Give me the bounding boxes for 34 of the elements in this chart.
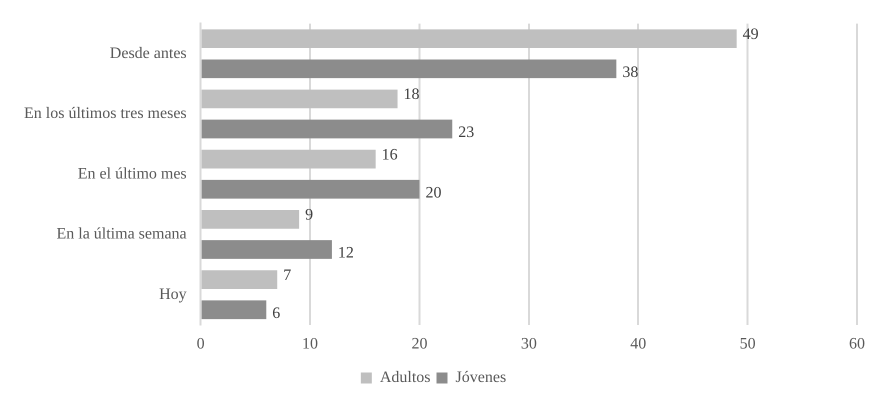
bar [202,210,300,229]
bar [202,90,398,108]
bar [202,150,376,168]
y-tick-label: En el último mes [78,165,187,182]
y-tick-label: En la última semana [56,226,187,243]
x-tick-label: 0 [196,336,205,353]
y-tick-label: En los últimos tres meses [24,105,187,122]
x-tick-label: 10 [302,336,318,353]
x-tick-label: 30 [520,336,537,353]
y-tick-label: Desde antes [110,44,187,62]
data-label: 9 [305,206,314,224]
legend-label: Jóvenes [456,369,506,386]
bar [202,180,420,199]
bar [202,270,278,289]
x-tick-label: 50 [740,336,756,353]
bar [202,240,332,259]
bar [202,29,737,48]
data-label: 6 [272,304,280,322]
bar [202,300,266,320]
x-tick-label: 60 [849,336,865,353]
x-tick-label: 40 [630,336,646,353]
data-label: 12 [338,244,354,262]
x-tick-label: 20 [411,336,428,353]
y-tick-label: Hoy [159,286,187,303]
data-label: 7 [283,266,292,284]
data-label: 49 [742,26,759,43]
data-label: 16 [382,146,398,164]
legend-label: Adultos [380,369,431,386]
data-label: 38 [622,64,638,81]
data-label: 18 [404,86,420,104]
data-label: 23 [458,124,474,142]
bar [202,120,452,138]
data-label: 20 [425,184,442,202]
bar [202,59,616,78]
